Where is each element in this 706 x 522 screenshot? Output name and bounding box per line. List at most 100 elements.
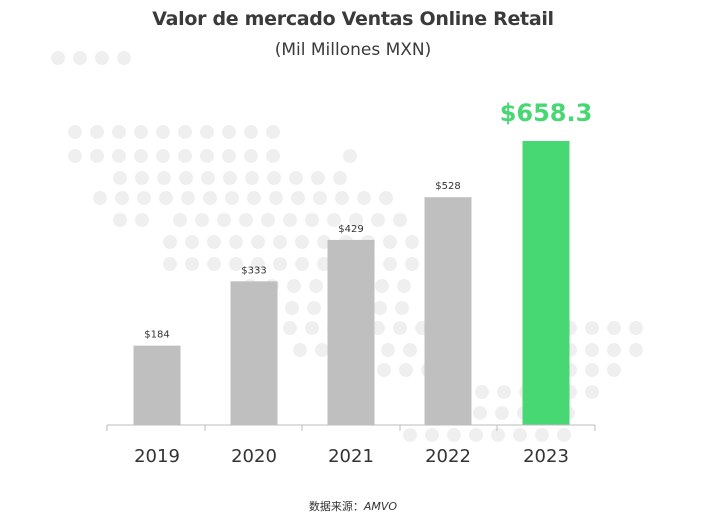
background-dot [134, 149, 148, 163]
background-dot [68, 125, 82, 139]
background-dot [309, 279, 323, 293]
background-dot [557, 428, 571, 442]
background-dot [163, 235, 177, 249]
background-dot [291, 191, 305, 205]
background-dot [473, 406, 487, 420]
background-dot [229, 235, 243, 249]
background-dot [266, 149, 280, 163]
background-dot [585, 321, 599, 335]
background-dot [269, 191, 283, 205]
background-dot [405, 257, 419, 271]
background-dot [403, 343, 417, 357]
x-axis: 2019 2020 2021 2022 2023 [106, 424, 596, 467]
background-dot [245, 171, 259, 185]
background-dot [251, 257, 265, 271]
background-dot [395, 301, 409, 315]
source-label: 数据来源： [308, 500, 364, 513]
background-dot [217, 213, 231, 227]
background-dot [244, 149, 258, 163]
bar-2019 [133, 345, 181, 425]
background-dot [373, 301, 387, 315]
background-dot [607, 321, 621, 335]
background-dot [134, 125, 148, 139]
background-dot [607, 343, 621, 357]
x-tick-label-2019: 2019 [134, 446, 180, 467]
background-dot [112, 149, 126, 163]
background-dot [629, 343, 643, 357]
background-dot [178, 149, 192, 163]
background-dot [283, 213, 297, 227]
background-dot [222, 149, 236, 163]
background-dot [307, 301, 321, 315]
background-dot [225, 191, 239, 205]
background-dot [293, 343, 307, 357]
background-dot [156, 149, 170, 163]
background-dot [68, 149, 82, 163]
background-dot [377, 363, 391, 377]
bars-group: $184 $333 $429 $528 $658.3 [133, 99, 592, 425]
background-dot [333, 171, 347, 185]
background-dot [222, 125, 236, 139]
background-dot [305, 321, 319, 335]
data-label-2022: $528 [435, 181, 460, 192]
x-tick-label-2023: 2023 [523, 446, 569, 467]
background-dot [393, 213, 407, 227]
background-dot [95, 51, 109, 65]
bar-2020 [230, 281, 278, 425]
background-dot [115, 191, 129, 205]
background-dot [497, 385, 511, 399]
background-dot [607, 363, 621, 377]
background-dot [357, 191, 371, 205]
chart-title: Valor de mercado Ventas Online Retail [152, 8, 554, 30]
background-dot [73, 51, 87, 65]
background-dot [491, 428, 505, 442]
background-dot [156, 125, 170, 139]
background-dot [113, 171, 127, 185]
background-dot [51, 51, 65, 65]
background-dot [495, 406, 509, 420]
background-dot [200, 125, 214, 139]
x-tick-label-2020: 2020 [231, 446, 277, 467]
background-dot [178, 125, 192, 139]
data-label-2021: $429 [338, 224, 363, 235]
x-tick-label-2021: 2021 [328, 446, 374, 467]
background-dot [157, 171, 171, 185]
source-note: 数据来源：AMVO [0, 498, 706, 514]
background-dot [513, 428, 527, 442]
background-dot [137, 191, 151, 205]
background-dot [405, 235, 419, 249]
background-dot [311, 171, 325, 185]
background-dot [585, 385, 599, 399]
data-label-2020: $333 [241, 265, 266, 276]
background-dot [285, 301, 299, 315]
background-dot [475, 385, 489, 399]
background-dot [283, 321, 297, 335]
background-dot [397, 279, 411, 293]
background-dot [181, 191, 195, 205]
background-dot [267, 171, 281, 185]
background-dot [535, 428, 549, 442]
background-dot [313, 191, 327, 205]
background-dot [349, 213, 363, 227]
source-name: AMVO [363, 500, 398, 513]
background-dot [223, 171, 237, 185]
background-dot [393, 321, 407, 335]
background-dot [207, 257, 221, 271]
x-tick-label-2022: 2022 [425, 446, 471, 467]
background-dot [229, 257, 243, 271]
data-label-2019: $184 [144, 330, 169, 341]
background-dot [195, 213, 209, 227]
background-dot [117, 51, 131, 65]
background-dot [201, 171, 215, 185]
background-dot [207, 235, 221, 249]
background-dot [289, 171, 303, 185]
background-dot [447, 428, 461, 442]
background-dot [403, 428, 417, 442]
bar-2023 [522, 141, 570, 425]
background-dot [315, 343, 329, 357]
background-dot [327, 213, 341, 227]
background-dot [251, 235, 265, 249]
background-dot [247, 191, 261, 205]
